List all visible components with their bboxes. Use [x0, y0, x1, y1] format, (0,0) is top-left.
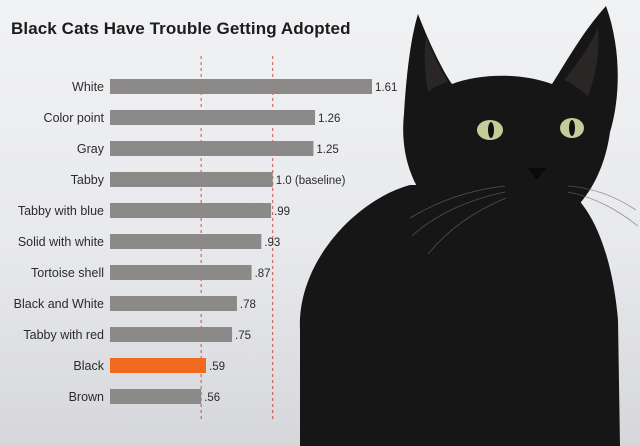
category-label: Black [73, 359, 104, 373]
category-label: Solid with white [18, 235, 104, 249]
category-labels: White Color point Gray Tabby Tabby with blue… [14, 80, 105, 404]
category-label: Tabby with blue [18, 204, 104, 218]
value-label: 1.0 (baseline) [276, 175, 346, 187]
cat-whiskers [409, 185, 639, 255]
bar-tabby [110, 172, 273, 187]
value-labels: 1.61 1.26 1.25 1.0 (baseline) .99 .93 .87 .78 .7… [204, 82, 397, 404]
cat-chest [328, 203, 600, 446]
bar-solid-with-white [110, 234, 262, 249]
category-label: Black and White [14, 297, 104, 311]
cat-head [403, 6, 618, 236]
value-label: .93 [264, 237, 280, 249]
cat-ear-left-inner [424, 36, 448, 92]
value-label: .78 [240, 299, 256, 311]
category-label: Tabby with red [23, 328, 104, 342]
value-label: .99 [274, 206, 290, 218]
category-label: Color point [44, 111, 105, 125]
category-label: Tortoise shell [31, 266, 104, 280]
value-label: .56 [204, 392, 220, 404]
bar-black-and-white [110, 296, 237, 311]
value-label: 1.26 [318, 113, 340, 125]
bars [110, 79, 372, 404]
category-label: Gray [77, 142, 105, 156]
bar-tabby-with-red [110, 327, 233, 342]
value-label: .75 [235, 330, 251, 342]
cat-ear-right-inner [564, 28, 599, 96]
bar-tabby-with-blue [110, 203, 272, 218]
cat-pupil-left [488, 122, 494, 138]
category-label: Tabby [71, 173, 105, 187]
bar-black [110, 358, 207, 373]
value-label: .87 [255, 268, 271, 280]
cat-pupil-right [569, 120, 575, 136]
bar-gray [110, 141, 314, 156]
bar-tortoise-shell [110, 265, 252, 280]
value-label: 1.25 [316, 144, 338, 156]
bar-white [110, 79, 372, 94]
chart-title: Black Cats Have Trouble Getting Adopted [11, 19, 351, 38]
value-label: 1.61 [375, 82, 397, 94]
category-label: White [72, 80, 104, 94]
value-label: .59 [209, 361, 225, 373]
category-label: Brown [69, 390, 104, 404]
bar-brown [110, 389, 202, 404]
cat-nose [528, 168, 546, 180]
bar-color-point [110, 110, 316, 125]
